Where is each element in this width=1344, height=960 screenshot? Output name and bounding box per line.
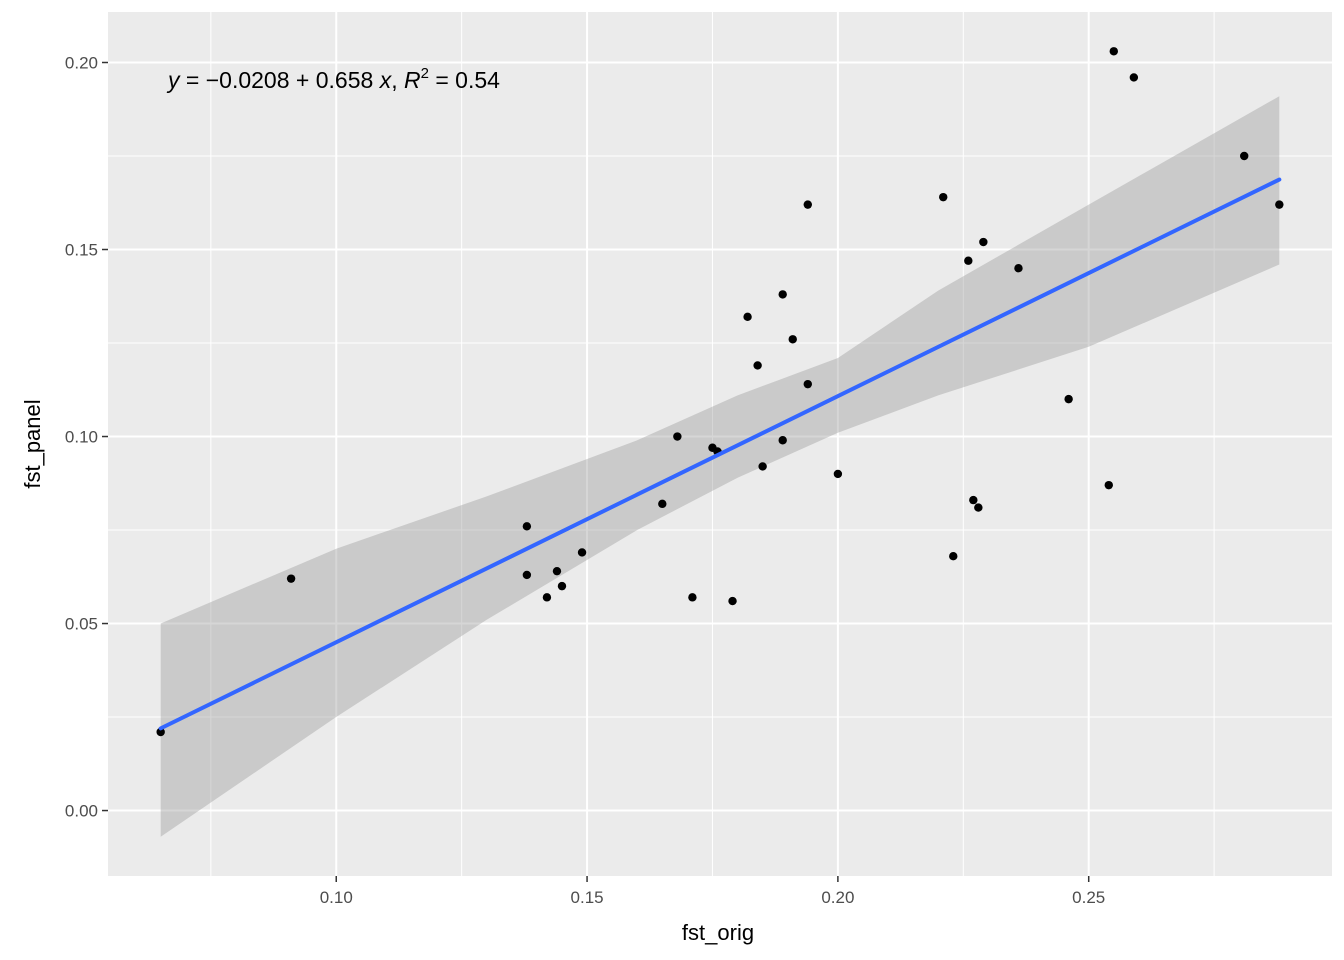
data-point — [743, 312, 752, 322]
y-tick-label: 0.10 — [65, 428, 98, 447]
y-tick-label: 0.00 — [65, 802, 98, 821]
data-point — [552, 566, 562, 576]
data-point — [557, 581, 567, 591]
data-point — [542, 593, 552, 602]
data-point — [803, 379, 812, 389]
data-point — [939, 192, 948, 202]
data-point — [974, 503, 983, 512]
data-point — [1240, 151, 1249, 161]
x-tick-label: 0.25 — [1072, 888, 1105, 907]
y-tick-label: 0.05 — [65, 615, 98, 634]
data-point — [788, 335, 797, 344]
data-point — [964, 256, 973, 265]
data-point — [1129, 73, 1139, 82]
data-point — [1064, 394, 1073, 404]
x-tick-label: 0.10 — [320, 888, 353, 907]
data-point — [658, 499, 667, 509]
y-axis-title: fst_panel — [20, 399, 45, 488]
data-point — [969, 495, 978, 505]
y-tick-label: 0.20 — [65, 53, 98, 72]
data-point — [778, 436, 787, 445]
data-point — [1275, 200, 1284, 209]
regression-r-squared: 0.54 — [455, 67, 500, 93]
x-axis-ticks: 0.10 0.15 0.20 0.25 — [320, 876, 1105, 907]
data-point — [673, 432, 682, 441]
x-axis-title: fst_orig — [682, 920, 754, 945]
x-tick-label: 0.15 — [571, 888, 604, 907]
regression-slope: 0.658 — [316, 67, 374, 93]
data-point — [156, 727, 165, 737]
data-point — [758, 462, 767, 471]
data-point — [833, 469, 843, 479]
y-tick-label: 0.15 — [65, 241, 98, 260]
regression-intercept: 0.0208 — [219, 67, 289, 93]
regression-line — [158, 177, 1282, 731]
confidence-band — [160, 96, 1280, 837]
data-point — [688, 593, 697, 602]
data-point — [728, 596, 737, 606]
data-point — [1104, 480, 1113, 490]
data-point — [577, 548, 587, 557]
data-point — [949, 552, 958, 561]
data-point — [803, 200, 812, 209]
data-point — [1014, 264, 1023, 273]
data-point — [753, 361, 762, 370]
grid-major — [108, 12, 1332, 876]
data-point — [979, 237, 988, 247]
y-axis-ticks: 0.00 0.05 0.10 0.15 0.20 — [65, 53, 108, 821]
data-point — [1109, 47, 1118, 56]
x-tick-label: 0.20 — [821, 888, 854, 907]
data-point — [522, 522, 532, 531]
data-point — [522, 570, 532, 580]
regression-equation: y = −0.0208 + 0.658 x, R2 = 0.54 — [166, 65, 500, 93]
data-points — [156, 47, 1284, 737]
data-point — [286, 574, 296, 583]
data-point — [778, 290, 787, 299]
